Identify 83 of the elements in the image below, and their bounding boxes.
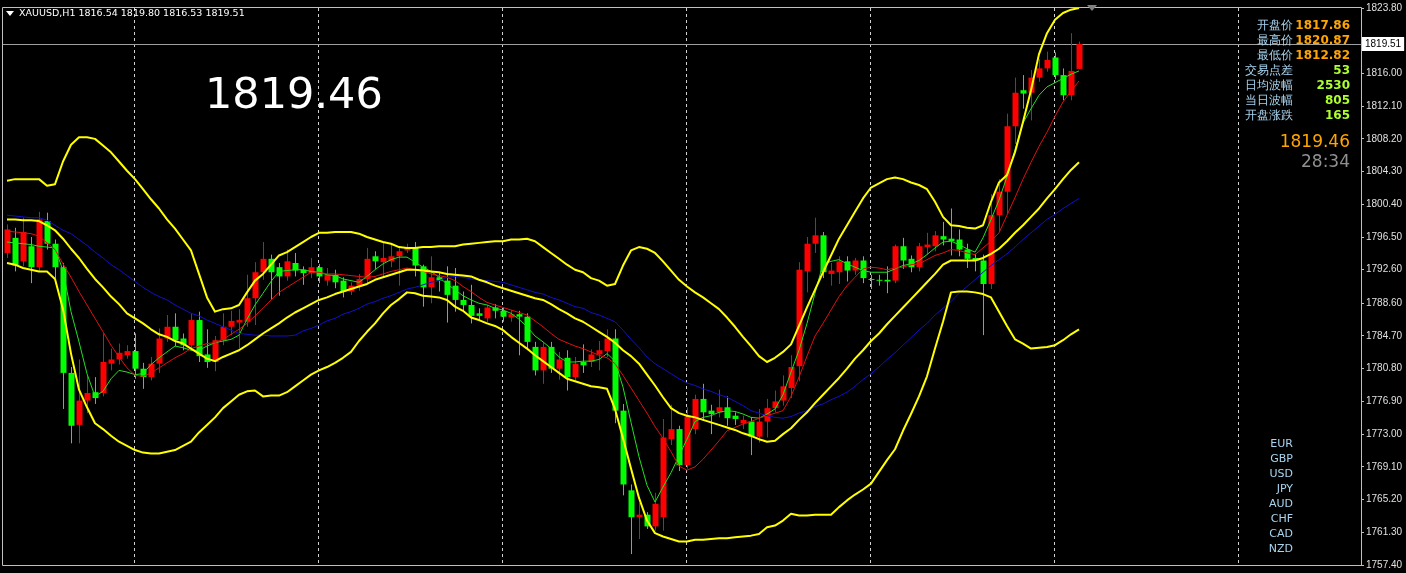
- candlestick: [28, 236, 35, 284]
- y-tick-label: 1804.30: [1366, 165, 1403, 177]
- text: CHF: [1270, 512, 1293, 525]
- y-tick-label: 1761.30: [1366, 526, 1403, 538]
- candlestick: [876, 274, 883, 287]
- y-tick-label: 1769.10: [1366, 460, 1403, 472]
- text: 开盘涨跌: [1245, 108, 1293, 122]
- candlestick: [228, 310, 235, 336]
- text: USD: [1269, 467, 1293, 480]
- text: 1819.46: [1279, 131, 1350, 151]
- candlestick: [468, 284, 475, 324]
- y-tick-label: 1780.80: [1366, 362, 1403, 374]
- candlestick: [572, 356, 579, 381]
- candlestick: [836, 255, 843, 285]
- y-tick-label: 1773.00: [1366, 427, 1403, 439]
- text: JPY: [1276, 482, 1293, 495]
- y-tick-label: 1784.70: [1366, 329, 1403, 341]
- candlestick: [812, 217, 819, 254]
- y-tick-label: 1816.00: [1366, 67, 1403, 79]
- text: 交易点差: [1245, 63, 1293, 77]
- chart-title: XAUUSD,H1 1816.54 1819.80 1816.53 1819.51: [19, 7, 245, 18]
- text: 开盘价: [1257, 18, 1293, 32]
- candlestick: [580, 343, 587, 374]
- candlestick: [292, 252, 299, 277]
- candlestick: [172, 312, 179, 347]
- y-tick-label: 1765.20: [1366, 493, 1403, 505]
- candlestick: [652, 492, 659, 532]
- ref-line-label: 1819.51: [1365, 37, 1402, 49]
- text: AUD: [1268, 497, 1293, 510]
- y-tick-label: 1812.10: [1366, 99, 1403, 111]
- annotation: 1819.46: [205, 68, 383, 118]
- y-tick-label: 1800.40: [1366, 198, 1403, 210]
- candlestick: [668, 404, 675, 446]
- y-tick-label: 1788.60: [1366, 297, 1403, 309]
- text: CAD: [1269, 527, 1293, 540]
- candlestick: [716, 389, 723, 418]
- candlestick: [84, 374, 91, 414]
- candlestick: [380, 242, 387, 277]
- text: 165: [1324, 108, 1350, 122]
- candlestick: [460, 291, 467, 312]
- candlestick: [1020, 74, 1027, 110]
- text: 当日波幅: [1245, 93, 1293, 107]
- candlestick: [828, 262, 835, 287]
- y-tick-label: 1796.50: [1366, 230, 1403, 242]
- candlestick: [980, 254, 987, 336]
- y-tick-label: 1792.60: [1366, 263, 1403, 275]
- candlestick: [932, 230, 939, 252]
- text: NZD: [1268, 542, 1293, 555]
- text: 1817.86: [1295, 18, 1350, 32]
- y-tick-label: 1823.80: [1366, 1, 1403, 13]
- candlestick: [700, 383, 707, 421]
- candlestick: [556, 351, 563, 381]
- text: 最高价: [1257, 33, 1293, 47]
- candlestick: [4, 223, 11, 259]
- text: 1812.82: [1295, 48, 1350, 62]
- candlestick: [1044, 51, 1051, 73]
- text: 日均波幅: [1245, 78, 1293, 92]
- y-tick-label: 1808.20: [1366, 132, 1403, 144]
- candlestick: [596, 340, 603, 371]
- candlestick: [236, 308, 243, 350]
- candlestick: [516, 310, 523, 356]
- text: 1820.87: [1295, 33, 1350, 47]
- candlestick: [900, 237, 907, 270]
- candlestick: [396, 246, 403, 287]
- text: 2530: [1316, 78, 1350, 92]
- candlestick: [1060, 67, 1067, 101]
- candlestick: [1052, 51, 1059, 80]
- candlestick: [604, 328, 611, 358]
- candlestick: [940, 221, 947, 246]
- text: 805: [1324, 93, 1350, 107]
- candlestick: [868, 274, 875, 290]
- text: 28:34: [1301, 151, 1350, 171]
- candlestick: [284, 249, 291, 282]
- y-tick-label: 1776.90: [1366, 395, 1403, 407]
- candlestick: [108, 348, 115, 371]
- text: GBP: [1270, 452, 1293, 465]
- text: 53: [1333, 63, 1350, 77]
- candlestick: [756, 408, 763, 444]
- y-tick-label: 1757.40: [1366, 558, 1403, 570]
- text: 最低价: [1257, 48, 1293, 62]
- candlestick: [1036, 58, 1043, 83]
- text: EUR: [1270, 437, 1293, 450]
- candlestick: [132, 332, 139, 380]
